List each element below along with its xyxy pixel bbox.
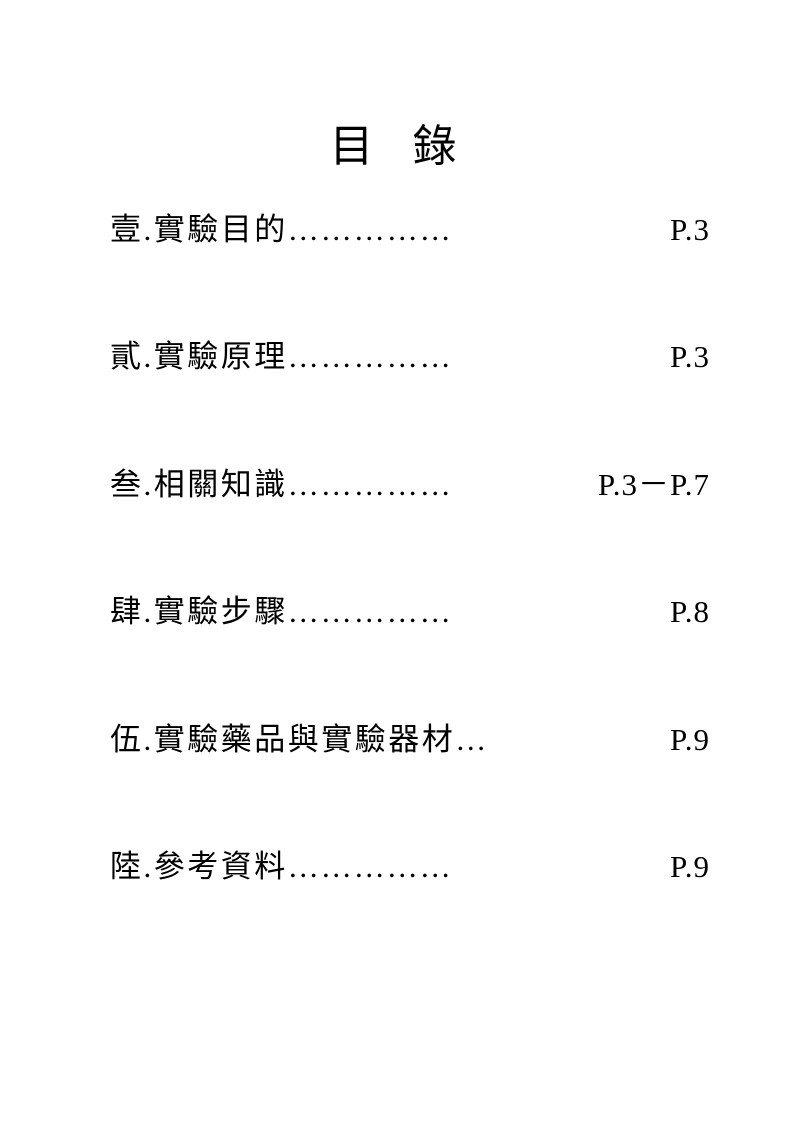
toc-entry-number: 肆. xyxy=(110,590,154,633)
toc-entry-number: 貳. xyxy=(110,335,154,378)
toc-entry-label: 實驗藥品與實驗器材 xyxy=(154,718,456,761)
toc-entry-label: 實驗目的 xyxy=(154,208,288,251)
toc-entry-number: 陸. xyxy=(110,845,154,888)
toc-entry: 叁. 相關知識 …………… P.3－P.7 xyxy=(110,463,710,506)
toc-entry-number: 叁. xyxy=(110,463,154,506)
toc-entry-label: 參考資料 xyxy=(154,845,288,888)
toc-entry-label: 實驗原理 xyxy=(154,335,288,378)
toc-entry: 壹. 實驗目的 …………… P.3 xyxy=(110,208,710,251)
document-page: 目 錄 壹. 實驗目的 …………… P.3 貳. 實驗原理 …………… P.3 … xyxy=(0,0,800,1132)
toc-entry-page: P.3 xyxy=(670,335,710,378)
toc-entry-dots: …………… xyxy=(288,335,670,378)
toc-entry-dots: …………… xyxy=(288,463,598,506)
toc-entry-page: P.9 xyxy=(670,845,710,888)
toc-entry: 陸. 參考資料 …………… P.9 xyxy=(110,845,710,888)
toc-entry: 伍. 實驗藥品與實驗器材 … P.9 xyxy=(110,718,710,761)
toc-entry-page: P.9 xyxy=(670,718,710,761)
toc-entry-label: 實驗步驟 xyxy=(154,590,288,633)
toc-entry-dots: … xyxy=(455,718,670,761)
toc-entry-dots: …………… xyxy=(288,590,670,633)
toc-entry-page: P.8 xyxy=(670,590,710,633)
toc-entry-page: P.3－P.7 xyxy=(598,463,710,506)
toc-entry-label: 相關知識 xyxy=(154,463,288,506)
toc-entry-page: P.3 xyxy=(670,208,710,251)
table-of-contents: 壹. 實驗目的 …………… P.3 貳. 實驗原理 …………… P.3 叁. 相… xyxy=(110,208,710,888)
toc-entry: 貳. 實驗原理 …………… P.3 xyxy=(110,335,710,378)
toc-entry-number: 伍. xyxy=(110,718,154,761)
toc-entry-dots: …………… xyxy=(288,845,670,888)
toc-entry-number: 壹. xyxy=(110,208,154,251)
toc-entry-dots: …………… xyxy=(288,208,670,251)
page-title: 目 錄 xyxy=(110,110,690,174)
toc-entry: 肆. 實驗步驟 …………… P.8 xyxy=(110,590,710,633)
